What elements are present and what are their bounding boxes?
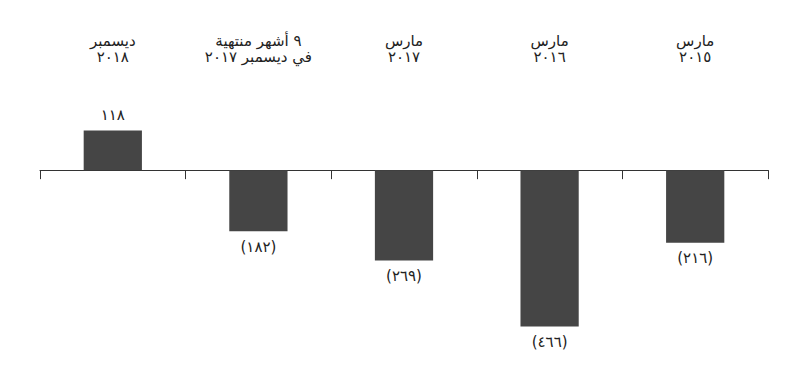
svg-text:ديسمبر: ديسمبر xyxy=(89,32,136,50)
svg-text:٢٠١٨: ٢٠١٨ xyxy=(97,48,129,66)
svg-text:(٤٦٦): (٤٦٦) xyxy=(532,333,568,351)
svg-text:مارس: مارس xyxy=(530,32,569,50)
svg-text:في ديسمبر ٢٠١٧: في ديسمبر ٢٠١٧ xyxy=(205,48,312,67)
svg-text:٩ أشهر منتهية: ٩ أشهر منتهية xyxy=(215,32,302,50)
svg-text:(٢١٦): (٢١٦) xyxy=(677,249,713,267)
svg-text:٢٠١٦: ٢٠١٦ xyxy=(533,48,565,66)
svg-text:٢٠١٥: ٢٠١٥ xyxy=(679,48,711,66)
svg-text:١١٨: ١١٨ xyxy=(101,106,125,124)
svg-text:مارس: مارس xyxy=(384,32,424,50)
svg-text:(٢٦٩): (٢٦٩) xyxy=(386,267,422,285)
svg-text:مارس: مارس xyxy=(676,32,715,50)
svg-text:(١٨٢): (١٨٢) xyxy=(240,238,276,256)
svg-text:٢٠١٧: ٢٠١٧ xyxy=(388,48,420,66)
